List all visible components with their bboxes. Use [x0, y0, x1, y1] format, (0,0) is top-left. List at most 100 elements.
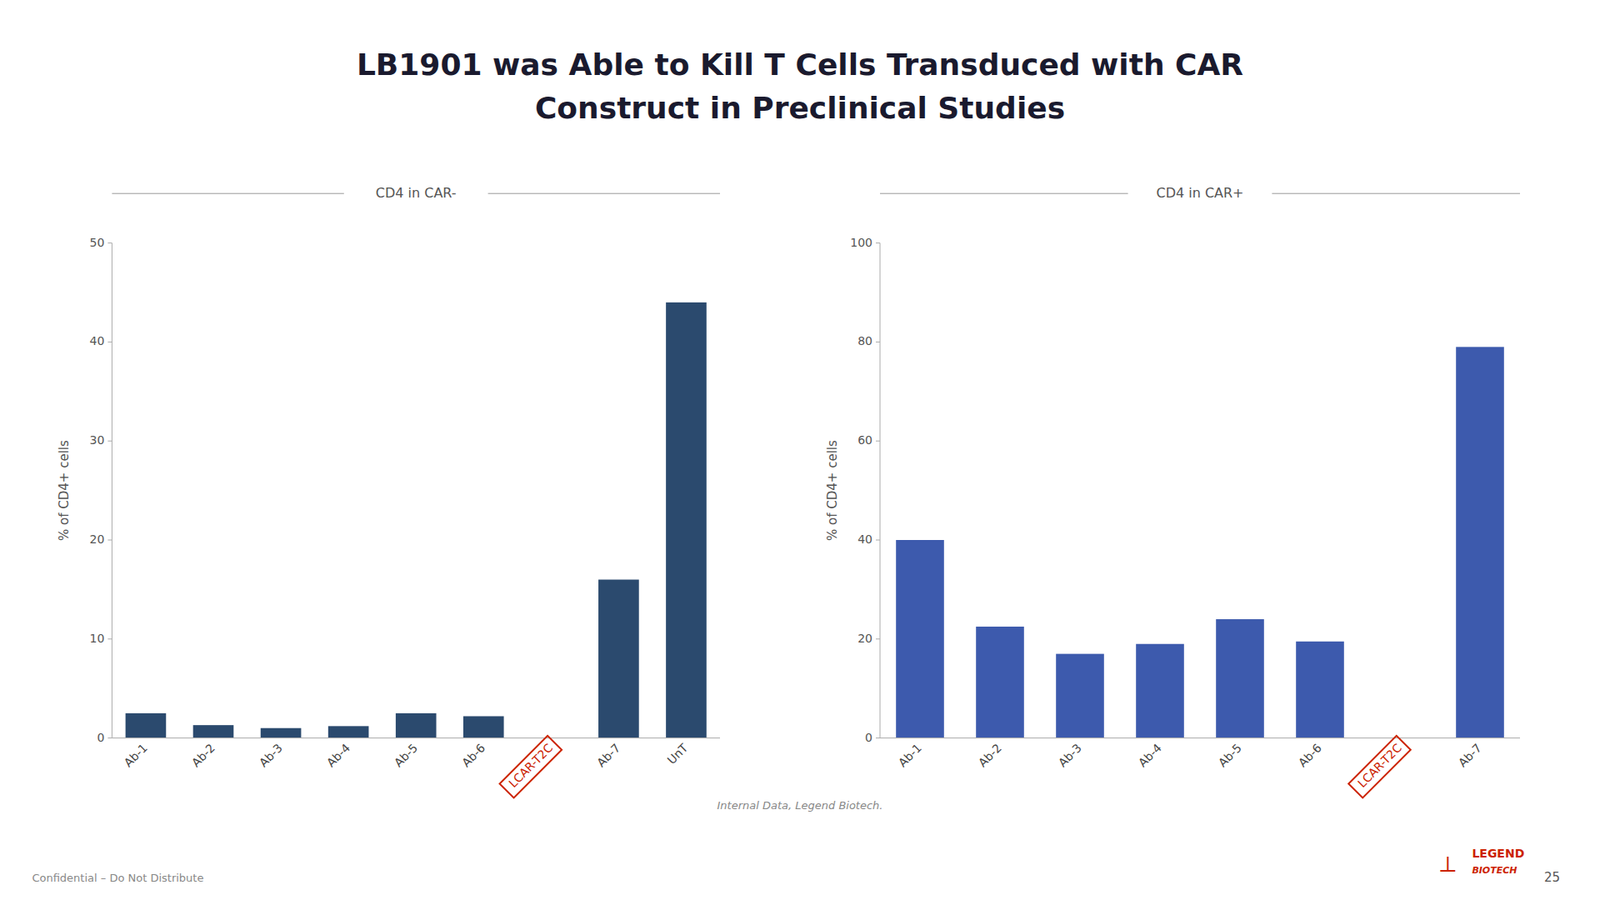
logo-symbol: ⟂ — [1440, 850, 1456, 878]
y-tick — [875, 638, 880, 640]
subtitle-rule — [488, 193, 720, 195]
bar — [1215, 619, 1265, 739]
chart: CD4 in CAR- 0 10 20 30 40 50 % of CD4+ cells Ab-… — [56, 185, 720, 799]
y-axis — [111, 243, 113, 739]
x-tick-label-group: LCAR-T2C — [1348, 735, 1410, 798]
y-tick-label: 10 — [90, 631, 105, 645]
bar — [1455, 346, 1505, 738]
x-tick-label: Ab-5 — [391, 740, 420, 770]
logo-text: LEGEND — [1471, 846, 1525, 860]
x-tick-label: Ab-6 — [1295, 740, 1325, 770]
y-tick-label: 80 — [857, 334, 873, 348]
y-tick-label: 50 — [90, 235, 105, 250]
bar — [395, 713, 437, 739]
x-tick-label-group: Ab-3 — [256, 740, 285, 770]
y-tick — [875, 242, 880, 244]
x-tick-label: Ab-3 — [1055, 740, 1085, 770]
y-tick-label: 20 — [90, 532, 105, 546]
x-tick-label-group: Ab-5 — [1215, 740, 1245, 770]
x-tick-label: Ab-3 — [256, 740, 285, 770]
x-tick-label: Ab-1 — [895, 740, 925, 770]
logo-text: BIOTECH — [1471, 865, 1517, 876]
x-axis — [880, 737, 1520, 739]
y-tick — [875, 341, 880, 343]
chart-page: LB1901 was Able to Kill T Cells Transduc… — [0, 0, 1600, 900]
subtitle: CD4 in CAR- — [375, 185, 457, 201]
bar — [463, 715, 505, 738]
y-tick-label: 60 — [857, 433, 873, 447]
y-tick — [875, 540, 880, 541]
bar — [260, 728, 302, 739]
x-tick-label-group: Ab-6 — [1295, 740, 1325, 770]
y-tick-label: 30 — [90, 433, 105, 447]
y-tick-label: 0 — [865, 730, 873, 745]
y-tick-label: 100 — [850, 235, 873, 250]
x-tick-label-group: Ab-2 — [975, 740, 1005, 770]
bar — [193, 725, 235, 738]
x-tick-label-group: Ab-1 — [895, 740, 925, 770]
bar — [1135, 644, 1185, 739]
y-axis — [880, 243, 881, 739]
y-tick-label: 40 — [90, 334, 105, 348]
x-tick-label: Ab-7 — [594, 740, 623, 770]
x-tick-label-group: Ab-3 — [1055, 740, 1085, 770]
x-tick-label: Ab-5 — [1215, 740, 1245, 770]
background — [0, 0, 1600, 900]
x-tick-label: Ab-1 — [121, 740, 150, 770]
bar — [598, 580, 640, 739]
y-tick-label: 0 — [96, 730, 105, 745]
highlight-box — [500, 735, 562, 798]
x-tick-label: LCAR-T2C — [505, 740, 555, 790]
x-tick-label: UnT — [665, 740, 691, 767]
subtitle-rule — [1271, 193, 1520, 195]
x-tick-label-group: Ab-5 — [391, 740, 420, 770]
x-tick-label-group: Ab-6 — [459, 740, 488, 770]
subtitle-rule — [111, 193, 344, 195]
y-tick — [875, 440, 880, 442]
x-tick-label: Ab-6 — [459, 740, 488, 770]
x-tick-label: Ab-7 — [1455, 740, 1485, 770]
y-tick — [107, 440, 112, 442]
title: LB1901 was Able to Kill T Cells Transduc… — [356, 47, 1244, 82]
x-tick-label-group: UnT — [665, 740, 691, 767]
bars — [125, 302, 707, 739]
highlight-box — [1348, 735, 1410, 798]
y-tick — [875, 737, 880, 739]
bar — [895, 540, 945, 739]
x-tick-label-group: Ab-4 — [1135, 740, 1165, 770]
x-axis — [111, 737, 720, 739]
y-tick — [107, 341, 112, 343]
footnote: Internal Data, Legend Biotech. — [717, 799, 884, 812]
x-tick-label-group: Ab-7 — [1455, 740, 1485, 770]
bar — [1295, 641, 1345, 739]
page-number: 25 — [1544, 870, 1560, 885]
bar — [1055, 654, 1105, 739]
chart: CD4 in CAR+ 0 20 40 60 80 100 % of CD4+ cells Ab… — [825, 185, 1520, 799]
x-tick-label: Ab-2 — [975, 740, 1005, 770]
bar — [125, 713, 167, 739]
y-axis-label: % of CD4+ cells — [825, 440, 840, 541]
x-tick-label-group: Ab-7 — [594, 740, 623, 770]
y-tick — [107, 540, 112, 541]
bars — [895, 346, 1505, 738]
bar — [665, 302, 707, 739]
y-tick — [107, 638, 112, 640]
title: Construct in Preclinical Studies — [535, 90, 1065, 125]
confidential-note: Confidential – Do Not Distribute — [31, 871, 204, 885]
x-tick-label: Ab-4 — [324, 740, 353, 770]
bar — [328, 725, 370, 738]
subtitle: CD4 in CAR+ — [1155, 185, 1244, 201]
x-tick-label-group: Ab-4 — [324, 740, 353, 770]
bar — [975, 626, 1025, 739]
x-tick-label-group: Ab-2 — [189, 740, 218, 770]
x-tick-label-group: Ab-1 — [121, 740, 150, 770]
x-tick-label-group: LCAR-T2C — [500, 735, 562, 798]
y-tick — [107, 737, 112, 739]
y-tick-label: 40 — [857, 532, 873, 546]
y-tick — [107, 242, 112, 244]
y-tick-label: 20 — [857, 631, 873, 645]
x-tick-label: LCAR-T2C — [1355, 740, 1405, 790]
y-axis-label: % of CD4+ cells — [56, 440, 72, 541]
x-tick-label: Ab-4 — [1135, 740, 1165, 770]
page: {"title": ["LB1901 was Able to Kill T Ce… — [0, 0, 1600, 900]
